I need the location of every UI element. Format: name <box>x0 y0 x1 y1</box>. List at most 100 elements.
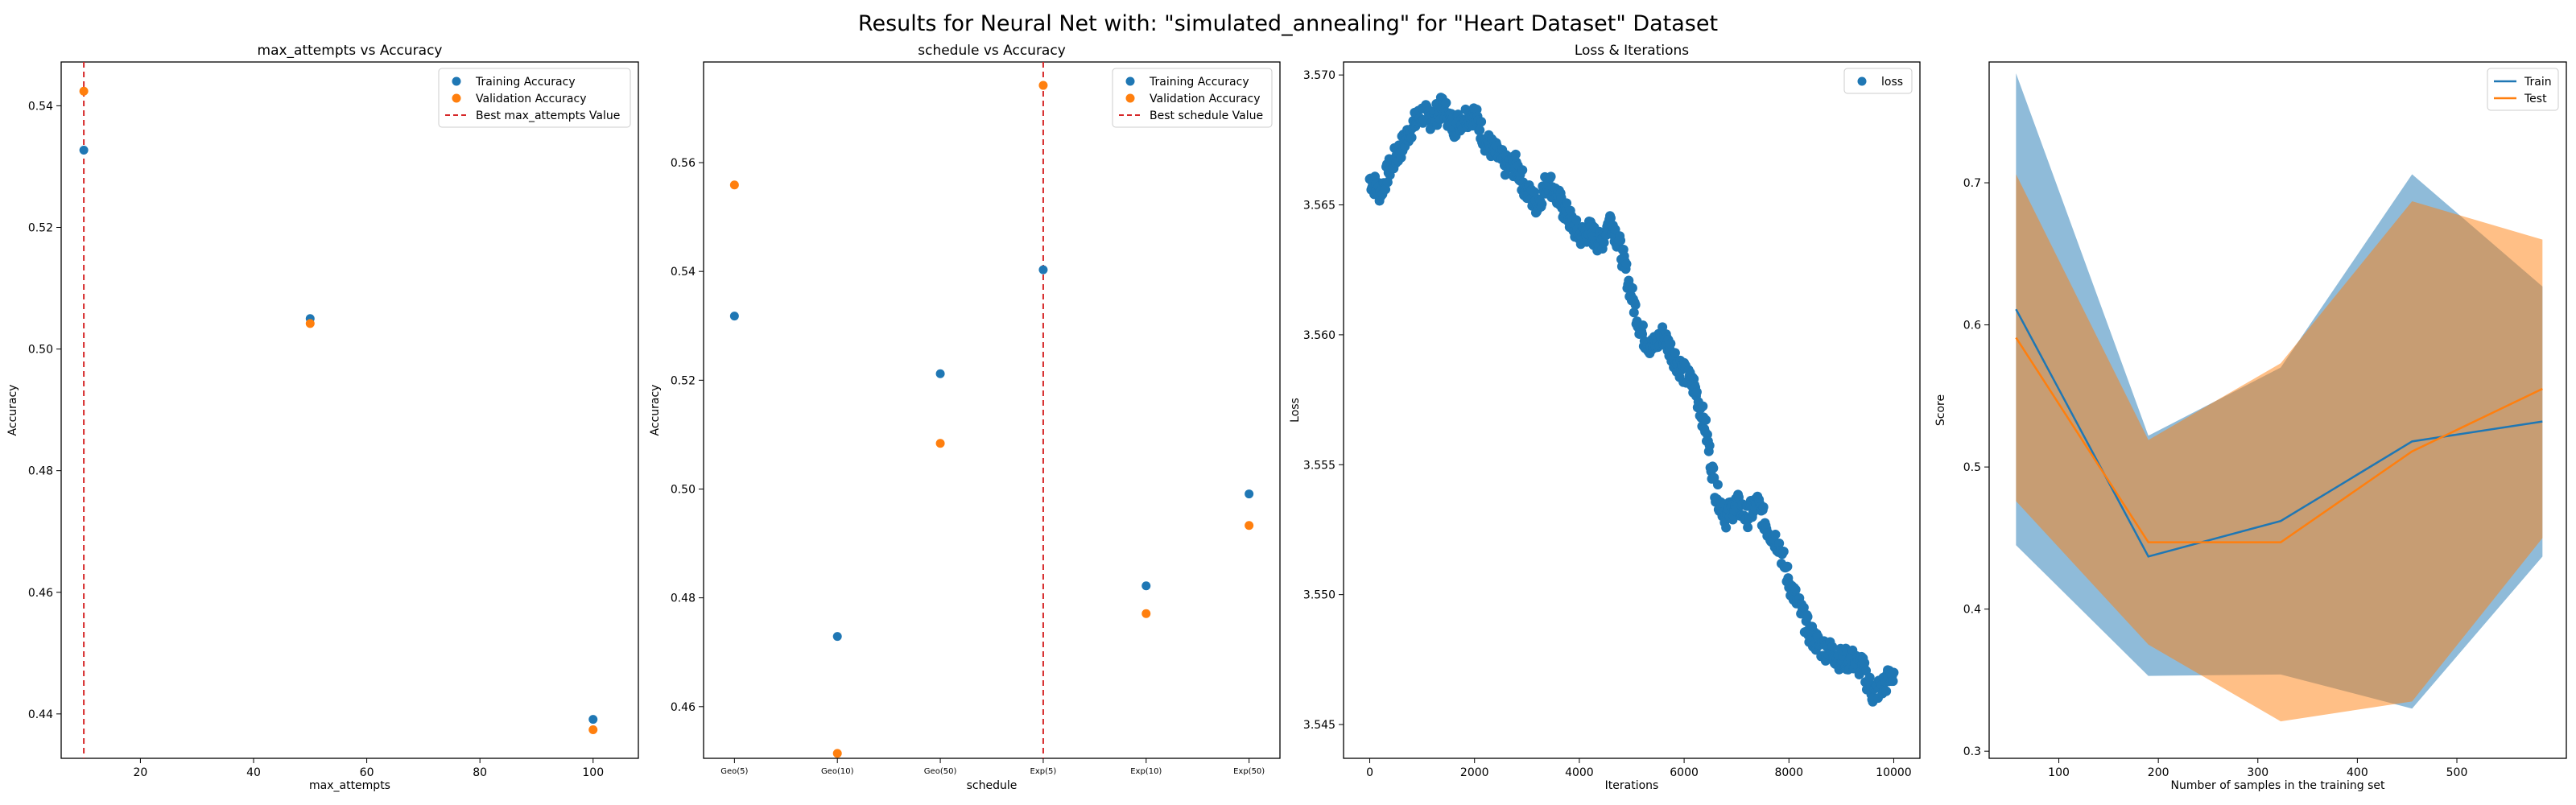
x-tick-label: 60 <box>360 766 374 779</box>
legend-label: Test <box>2524 93 2547 105</box>
legend-frame <box>2487 68 2559 111</box>
x-tick-label: Exp(50) <box>1233 767 1265 776</box>
loss-point <box>1704 440 1715 451</box>
x-tick-label: 20 <box>133 766 147 779</box>
y-tick-label: 0.3 <box>1963 745 1981 758</box>
x-tick-label: 300 <box>2247 766 2268 779</box>
loss-point <box>1670 348 1680 358</box>
loss-point <box>1770 530 1781 540</box>
loss-point <box>1599 237 1609 248</box>
loss-point <box>1721 522 1732 533</box>
subplot-title: schedule vs Accuracy <box>918 43 1066 59</box>
subplot-4: Number of samples in the training set Sco… <box>1934 61 2567 792</box>
x-tick-label: Exp(5) <box>1030 767 1057 776</box>
figure-title: Results for Neural Net with: "simulated_… <box>858 11 1718 36</box>
subplot-1: max_attempts vs Accuracy max_attempts Accu… <box>6 43 639 792</box>
loss-point <box>1616 235 1626 246</box>
y-axis-label: Accuracy <box>6 385 19 436</box>
validation-accuracy-point <box>935 439 945 448</box>
x-axis-label: max_attempts <box>309 779 390 792</box>
x-tick-label: 6000 <box>1670 766 1699 779</box>
x-axis-label: Iterations <box>1605 779 1659 792</box>
test-line <box>2015 336 2543 543</box>
x-axis-label: Number of samples in the training set <box>2171 779 2386 792</box>
x-tick-label: Exp(10) <box>1130 767 1162 776</box>
training-accuracy-point <box>1245 489 1254 499</box>
validation-accuracy-point <box>729 180 739 190</box>
y-tick-label: 0.44 <box>28 708 53 721</box>
y-tick-label: 0.52 <box>671 374 696 387</box>
training-accuracy-point <box>1141 581 1151 591</box>
legend-frame <box>438 68 631 128</box>
training-accuracy-point <box>1038 265 1048 275</box>
y-tick-label: 0.56 <box>671 157 696 170</box>
validation-accuracy-point <box>1245 521 1254 530</box>
x-tick-label: 100 <box>2048 766 2070 779</box>
y-tick-label: 0.4 <box>1963 604 1981 617</box>
axes-frame <box>703 61 1281 759</box>
loss-point <box>1774 538 1785 548</box>
x-tick-label: 500 <box>2446 766 2468 779</box>
validation-accuracy-point <box>1141 609 1151 618</box>
training-accuracy-point <box>935 369 945 378</box>
y-tick-label: 3.570 <box>1303 69 1335 82</box>
loss-point <box>1716 497 1727 508</box>
loss-point <box>1743 522 1753 533</box>
loss-point <box>1802 612 1813 622</box>
loss-point <box>1605 213 1616 223</box>
training-accuracy-point <box>729 312 739 321</box>
y-tick-label: 3.550 <box>1303 589 1335 602</box>
training-accuracy-point <box>79 146 89 155</box>
loss-point <box>1798 602 1809 613</box>
loss-point <box>1698 401 1708 411</box>
legend-frame <box>1112 68 1273 128</box>
x-tick-label: 400 <box>2347 766 2368 779</box>
legend-label: Best max_attempts Value <box>476 109 620 122</box>
y-tick-label: 0.54 <box>28 100 53 113</box>
subplot-3: Loss & Iterations Iterations Loss 3.545 3.55… <box>1289 43 1921 792</box>
loss-point <box>1881 686 1892 696</box>
loss-point <box>1621 259 1632 270</box>
y-tick-label: 3.560 <box>1303 329 1335 342</box>
loss-point <box>1406 132 1417 142</box>
loss-point <box>1889 667 1899 678</box>
loss-point <box>1562 198 1572 208</box>
loss-point <box>1860 658 1870 668</box>
y-tick-label: 0.48 <box>671 592 696 605</box>
y-tick-label: 0.52 <box>28 221 53 234</box>
loss-point <box>1629 308 1639 318</box>
legend-marker <box>452 76 461 86</box>
validation-accuracy-point <box>1038 80 1048 90</box>
y-axis-label: Loss <box>1289 398 1302 423</box>
x-tick-label: 0 <box>1366 766 1373 779</box>
legend: Training Accuracy Validation Accuracy Best… <box>1112 68 1273 128</box>
loss-point <box>1827 642 1838 652</box>
loss-point <box>1517 165 1528 175</box>
loss-point <box>1782 561 1793 572</box>
y-axis-label: Score <box>1934 394 1947 426</box>
validation-accuracy-point <box>305 319 315 328</box>
y-axis-label: Accuracy <box>649 385 662 436</box>
x-tick-label: 100 <box>582 766 604 779</box>
y-tick-label: 0.48 <box>28 465 53 478</box>
legend: Train Test <box>2487 68 2559 111</box>
loss-point <box>1701 415 1711 425</box>
y-tick-label: 0.54 <box>671 266 696 279</box>
legend-marker <box>452 93 461 103</box>
legend-label: Training Accuracy <box>1149 76 1249 89</box>
loss-point <box>1708 463 1719 473</box>
y-tick-label: 0.6 <box>1963 320 1981 332</box>
axes-frame <box>60 61 639 759</box>
y-tick-label: 0.46 <box>28 587 53 600</box>
x-tick-label: 10000 <box>1876 766 1912 779</box>
loss-point <box>1475 125 1485 135</box>
validation-accuracy-point <box>832 749 842 758</box>
loss-point <box>1476 117 1487 127</box>
loss-point <box>1537 199 1547 209</box>
loss-point <box>1441 97 1451 108</box>
x-tick-label: 8000 <box>1774 766 1803 779</box>
validation-accuracy-point <box>588 724 598 734</box>
loss-point <box>1691 387 1702 398</box>
loss-point <box>1790 584 1801 595</box>
